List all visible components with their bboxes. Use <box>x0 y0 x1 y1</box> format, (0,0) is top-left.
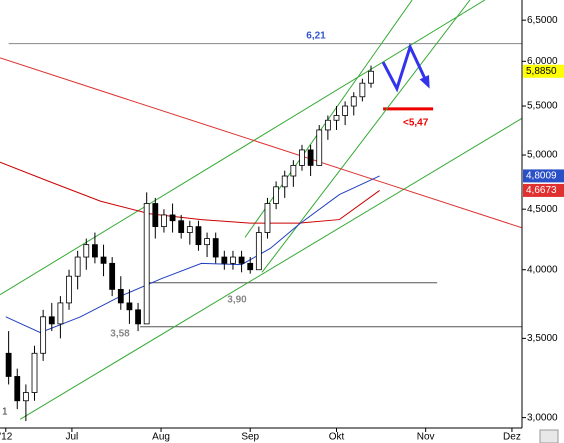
candle-body <box>281 175 288 188</box>
level-label: 3,90 <box>227 295 247 306</box>
candle-body <box>92 244 98 258</box>
y-tick-label: 3,0000 <box>527 412 558 423</box>
candle-body <box>273 186 279 204</box>
x-tick-label: Okt <box>329 432 345 443</box>
trendline <box>19 117 522 420</box>
candle-body <box>66 275 72 304</box>
candle-body <box>299 149 305 166</box>
candle-body <box>324 119 331 131</box>
candle-body <box>40 316 47 354</box>
candle-body <box>143 203 150 325</box>
candle-body <box>212 238 219 258</box>
moving-average <box>0 161 380 224</box>
candle-body <box>57 302 64 325</box>
last-value-box <box>523 169 564 183</box>
candle-body <box>230 256 236 264</box>
candle-body <box>74 256 81 277</box>
last-value-label: 4,8009 <box>526 171 557 182</box>
candle-body <box>350 96 357 107</box>
candle-body <box>14 376 21 402</box>
candle-body <box>290 165 297 177</box>
candle-body <box>169 214 176 222</box>
corner-text: 1 <box>2 407 8 418</box>
candle-body <box>359 82 366 98</box>
candle-body <box>135 309 141 325</box>
last-value-box <box>523 64 564 78</box>
candle-body <box>247 262 254 271</box>
x-tick-label: Jul <box>66 432 79 443</box>
candle-body <box>264 203 271 233</box>
candle-body <box>117 288 124 304</box>
candle-body <box>204 238 210 246</box>
candle-body <box>152 203 159 228</box>
x-tick-label: Nov <box>417 432 435 443</box>
candle-body <box>221 256 228 264</box>
candle-body <box>333 115 340 121</box>
candle-body <box>255 232 262 271</box>
candle-body <box>5 352 12 377</box>
trendline <box>0 57 522 229</box>
y-tick-label: 6,0000 <box>527 56 558 67</box>
candle-body <box>368 70 374 84</box>
trendline <box>0 0 486 296</box>
x-tick-label: '12 <box>0 432 13 443</box>
y-tick-label: 3,5000 <box>527 333 558 344</box>
x-tick-label: Dez <box>503 432 521 443</box>
candle-body <box>316 129 323 166</box>
level-label: 6,21 <box>306 31 326 42</box>
candle-body <box>161 214 167 228</box>
corner-icon <box>539 429 559 443</box>
y-tick-label: 4,5000 <box>527 204 558 215</box>
plot-area <box>0 0 522 422</box>
candle-body <box>307 149 314 166</box>
candle-body <box>109 262 116 290</box>
x-tick-label: Sep <box>241 432 259 443</box>
level-label: 3,58 <box>110 329 130 340</box>
candle-body <box>100 256 107 264</box>
candle-body <box>342 105 349 116</box>
trendline <box>244 0 413 238</box>
candle-body <box>195 226 202 246</box>
candle-body <box>238 256 245 264</box>
x-tick-label: Aug <box>152 432 170 443</box>
y-tick-label: 6,5000 <box>527 15 558 26</box>
y-tick-label: 4,0000 <box>527 264 558 275</box>
y-tick-label: 5,5000 <box>527 101 558 112</box>
candle-body <box>31 352 38 393</box>
candle-body <box>22 392 29 402</box>
candle-body <box>83 244 90 258</box>
candle-body <box>126 302 133 311</box>
y-tick-label: 5,0000 <box>527 150 558 161</box>
projection-arrowhead <box>419 75 430 89</box>
candle-body <box>48 316 55 325</box>
projection <box>381 42 430 93</box>
last-value-label: 5,8850 <box>526 66 557 77</box>
last-value-label: 4,6673 <box>526 185 557 196</box>
candle-body <box>178 220 185 233</box>
last-value-box <box>523 183 564 197</box>
moving-average <box>5 175 380 334</box>
level-label: <5,47 <box>403 118 429 129</box>
candle-body <box>186 226 193 233</box>
